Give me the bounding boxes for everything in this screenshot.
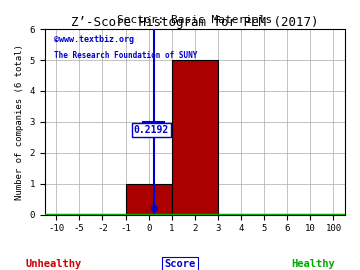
Title: Z’-Score Histogram for PLM (2017): Z’-Score Histogram for PLM (2017) [71,16,319,29]
Text: Sector: Basic Materials: Sector: Basic Materials [117,15,273,25]
Text: ©www.textbiz.org: ©www.textbiz.org [54,35,134,44]
Text: Healthy: Healthy [291,259,335,269]
Text: Score: Score [165,259,195,269]
Text: 0.2192: 0.2192 [134,125,169,135]
Text: Unhealthy: Unhealthy [26,259,82,269]
Bar [172,60,218,215]
Bar [126,184,172,215]
Y-axis label: Number of companies (6 total): Number of companies (6 total) [15,44,24,200]
Text: The Research Foundation of SUNY: The Research Foundation of SUNY [54,51,197,60]
